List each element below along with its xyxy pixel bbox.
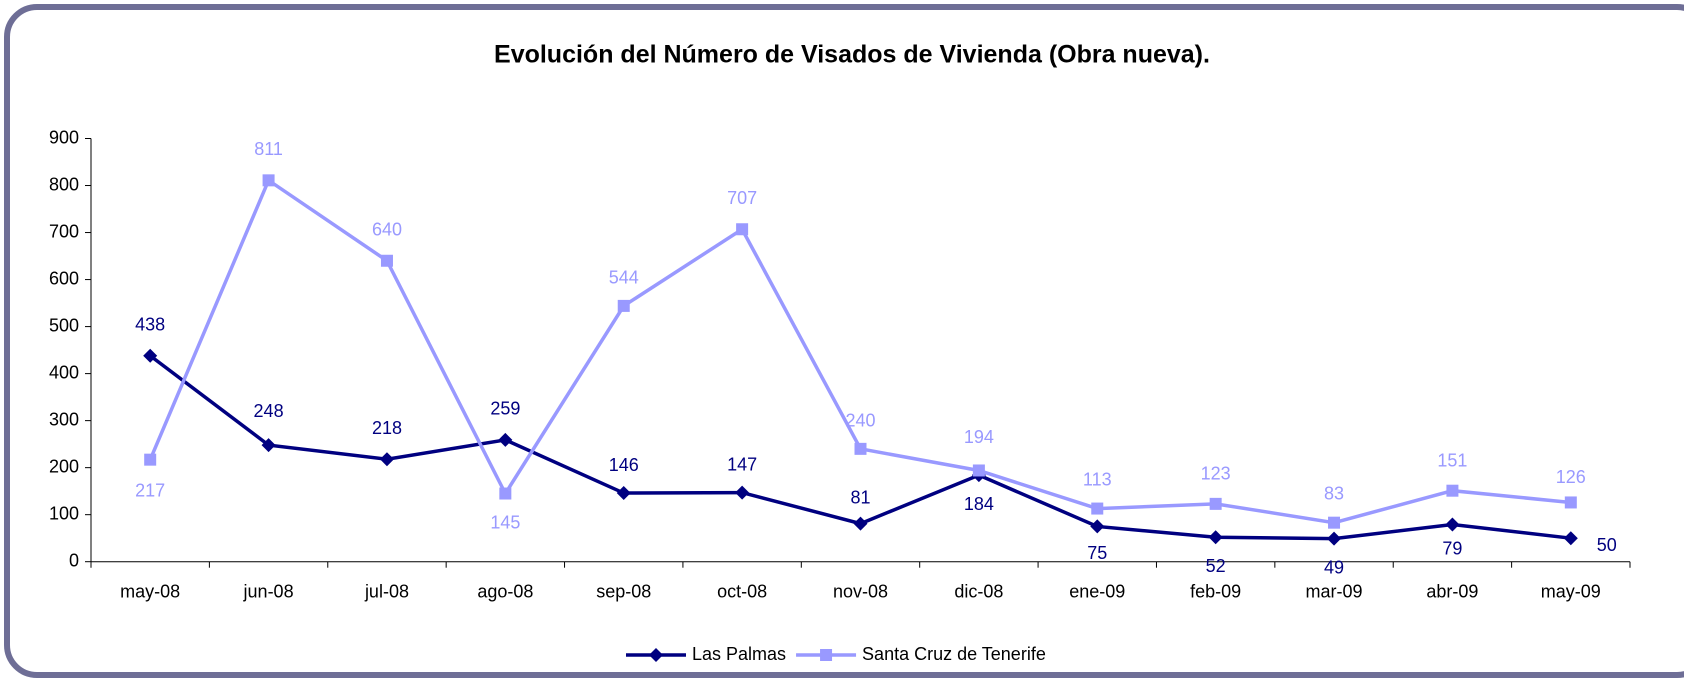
point-marker [736, 223, 749, 236]
y-tick-label: 300 [49, 409, 79, 429]
point-marker [854, 442, 867, 455]
point-marker [144, 453, 157, 466]
legend-label: Santa Cruz de Tenerife [862, 644, 1046, 664]
data-label: 707 [727, 188, 757, 208]
point-marker [1091, 502, 1104, 515]
legend-marker [820, 649, 833, 661]
data-label: 218 [372, 418, 402, 438]
data-label: 217 [135, 480, 165, 500]
y-tick-label: 600 [49, 268, 79, 288]
point-marker [1090, 519, 1105, 534]
data-label: 147 [727, 454, 757, 474]
data-label: 248 [254, 401, 284, 421]
data-label: 240 [845, 411, 875, 431]
point-marker [261, 438, 276, 453]
data-label: 194 [964, 427, 994, 447]
data-label: 811 [254, 139, 283, 159]
data-label: 75 [1087, 543, 1107, 563]
point-marker [1209, 497, 1222, 510]
data-label: 83 [1324, 483, 1344, 503]
x-tick-label: ene-09 [1069, 581, 1125, 601]
point-marker [1564, 496, 1577, 509]
data-label: 184 [964, 494, 994, 514]
data-label: 79 [1442, 538, 1462, 558]
chart-title: Evolución del Número de Visados de Vivie… [494, 41, 1210, 69]
point-marker [1445, 517, 1460, 532]
point-marker [1563, 531, 1578, 546]
x-tick-label: jun-08 [243, 581, 294, 601]
point-marker [616, 486, 631, 501]
y-tick-label: 400 [49, 362, 79, 382]
point-marker [379, 452, 394, 467]
x-tick-label: feb-09 [1190, 581, 1241, 601]
point-marker [262, 174, 275, 187]
y-tick-label: 100 [49, 503, 79, 523]
x-tick-label: oct-08 [717, 581, 767, 601]
point-marker [498, 432, 513, 447]
legend-marker [649, 648, 663, 662]
data-label: 544 [609, 268, 639, 288]
data-label: 145 [490, 512, 520, 532]
point-marker [380, 254, 393, 267]
data-label: 81 [850, 487, 870, 507]
y-tick-label: 900 [49, 127, 79, 147]
x-tick-label: dic-08 [954, 581, 1003, 601]
y-tick-label: 800 [49, 174, 79, 194]
data-label: 259 [490, 399, 520, 419]
point-marker [143, 348, 158, 363]
chart-frame [4, 4, 1684, 678]
y-tick-label: 700 [49, 221, 79, 241]
x-tick-label: jul-08 [364, 581, 409, 601]
x-tick-label: nov-08 [833, 581, 888, 601]
x-tick-label: ago-08 [477, 581, 533, 601]
data-label: 438 [135, 314, 165, 334]
point-marker [735, 485, 750, 500]
x-tick-label: mar-09 [1306, 581, 1363, 601]
point-marker [853, 516, 868, 531]
y-tick-label: 0 [69, 550, 79, 570]
point-marker [617, 299, 630, 312]
data-label: 640 [372, 220, 402, 240]
point-marker [1327, 531, 1342, 546]
point-marker [499, 487, 512, 500]
data-label: 151 [1437, 450, 1467, 470]
x-tick-label: may-08 [120, 581, 180, 601]
data-label: 146 [609, 455, 639, 475]
data-label: 113 [1083, 469, 1112, 489]
y-tick-label: 200 [49, 456, 79, 476]
point-marker [1208, 530, 1223, 545]
data-label: 52 [1206, 556, 1226, 576]
data-label: 126 [1556, 467, 1586, 487]
data-label: 49 [1324, 557, 1344, 577]
point-marker [1328, 516, 1341, 529]
point-marker [972, 464, 985, 477]
y-tick-label: 500 [49, 315, 79, 335]
data-label: 123 [1201, 464, 1231, 484]
point-marker [1446, 484, 1459, 497]
x-tick-label: abr-09 [1426, 581, 1478, 601]
data-label: 50 [1597, 535, 1617, 555]
x-tick-label: may-09 [1541, 581, 1601, 601]
legend-label: Las Palmas [692, 644, 786, 664]
x-tick-label: sep-08 [596, 581, 651, 601]
